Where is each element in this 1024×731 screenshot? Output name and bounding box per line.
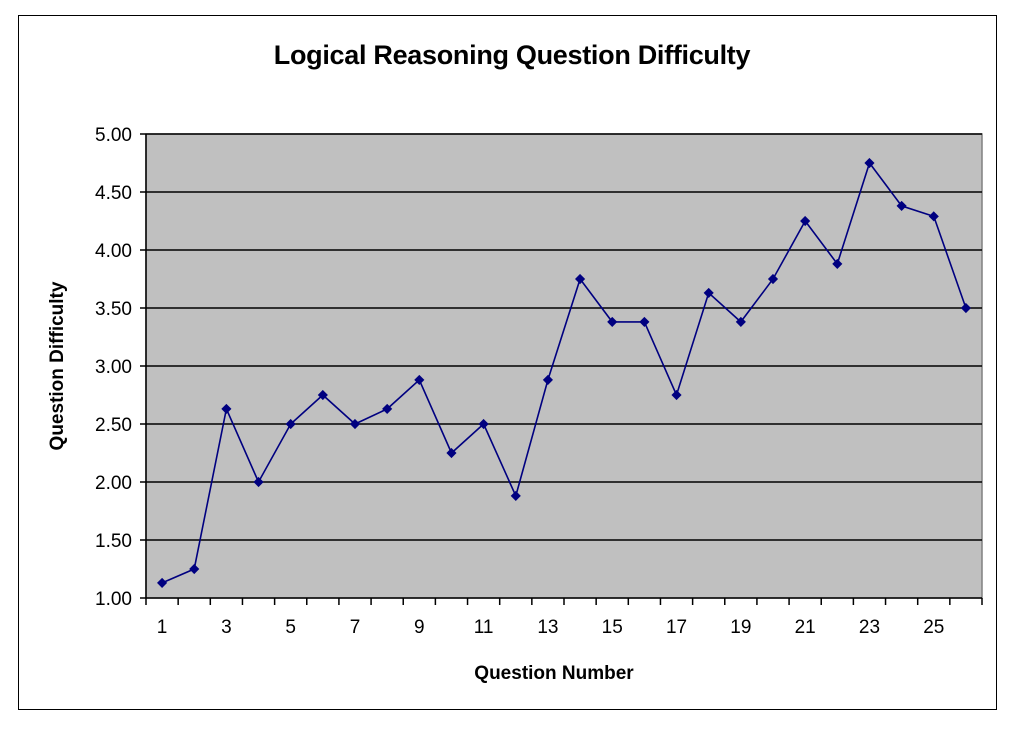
x-axis-ticks: 1 3 5 7 9 11 13 15 17 19 21 23 25 [145, 598, 983, 638]
x-tick-label: 11 [474, 617, 494, 638]
data-point-marker [607, 316, 618, 327]
data-point-marker [157, 577, 168, 588]
data-point-marker [703, 287, 714, 298]
data-point-marker [671, 389, 682, 401]
x-tick-label: 1 [157, 617, 168, 638]
x-tick-label: 3 [221, 617, 232, 638]
data-point-marker [542, 374, 553, 385]
chart-title: Logical Reasoning Question Difficulty [273, 40, 751, 70]
data-point-marker [864, 157, 875, 169]
y-axis-title: Question Difficulty [47, 281, 68, 450]
data-point-marker [414, 374, 425, 385]
data-point-marker [960, 302, 971, 314]
y-tick-label: 1.50 [95, 531, 132, 552]
x-tick-label: 25 [923, 617, 944, 638]
series-markers [157, 157, 971, 588]
y-tick-label: 3.00 [95, 357, 132, 378]
x-tick-label: 21 [795, 617, 816, 638]
x-tick-label: 15 [602, 617, 623, 638]
x-tick-label: 23 [859, 617, 880, 638]
data-point-marker [189, 563, 200, 575]
data-point-marker [800, 215, 811, 227]
data-point-marker [285, 418, 296, 430]
y-tick-label: 1.00 [95, 589, 132, 610]
data-point-marker [832, 258, 843, 269]
data-point-marker [510, 490, 521, 501]
x-tick-label: 17 [666, 617, 687, 638]
data-point-marker [382, 403, 393, 414]
x-tick-label: 7 [350, 617, 361, 638]
data-point-marker [446, 447, 457, 459]
y-tick-label: 4.00 [95, 241, 132, 262]
data-point-marker [767, 273, 779, 285]
x-tick-label: 19 [730, 617, 751, 638]
y-tick-label: 3.50 [95, 299, 132, 320]
y-tick-label: 2.00 [95, 473, 132, 494]
y-tick-label: 2.50 [95, 415, 132, 436]
y-tick-label: 5.00 [95, 125, 132, 146]
x-tick-label: 13 [537, 617, 558, 638]
series-line [161, 161, 967, 584]
data-point-marker [896, 200, 907, 211]
data-point-marker [575, 273, 586, 285]
data-point-marker [253, 476, 264, 488]
data-point-marker [221, 403, 232, 414]
x-tick-label: 5 [285, 617, 296, 638]
data-point-marker [735, 316, 746, 327]
data-point-marker [349, 418, 361, 430]
x-axis-title: Question Number [474, 663, 634, 684]
data-point-marker [317, 389, 328, 401]
x-tick-label: 9 [414, 617, 425, 638]
y-tick-label: 4.50 [95, 183, 132, 204]
data-point-marker [639, 316, 650, 327]
gridlines [146, 133, 982, 541]
data-point-marker [928, 211, 939, 222]
y-axis-ticks: 1.00 1.50 2.00 2.50 3.00 3.50 4.00 4.50 5.00 [95, 125, 146, 610]
data-point-marker [478, 418, 489, 430]
